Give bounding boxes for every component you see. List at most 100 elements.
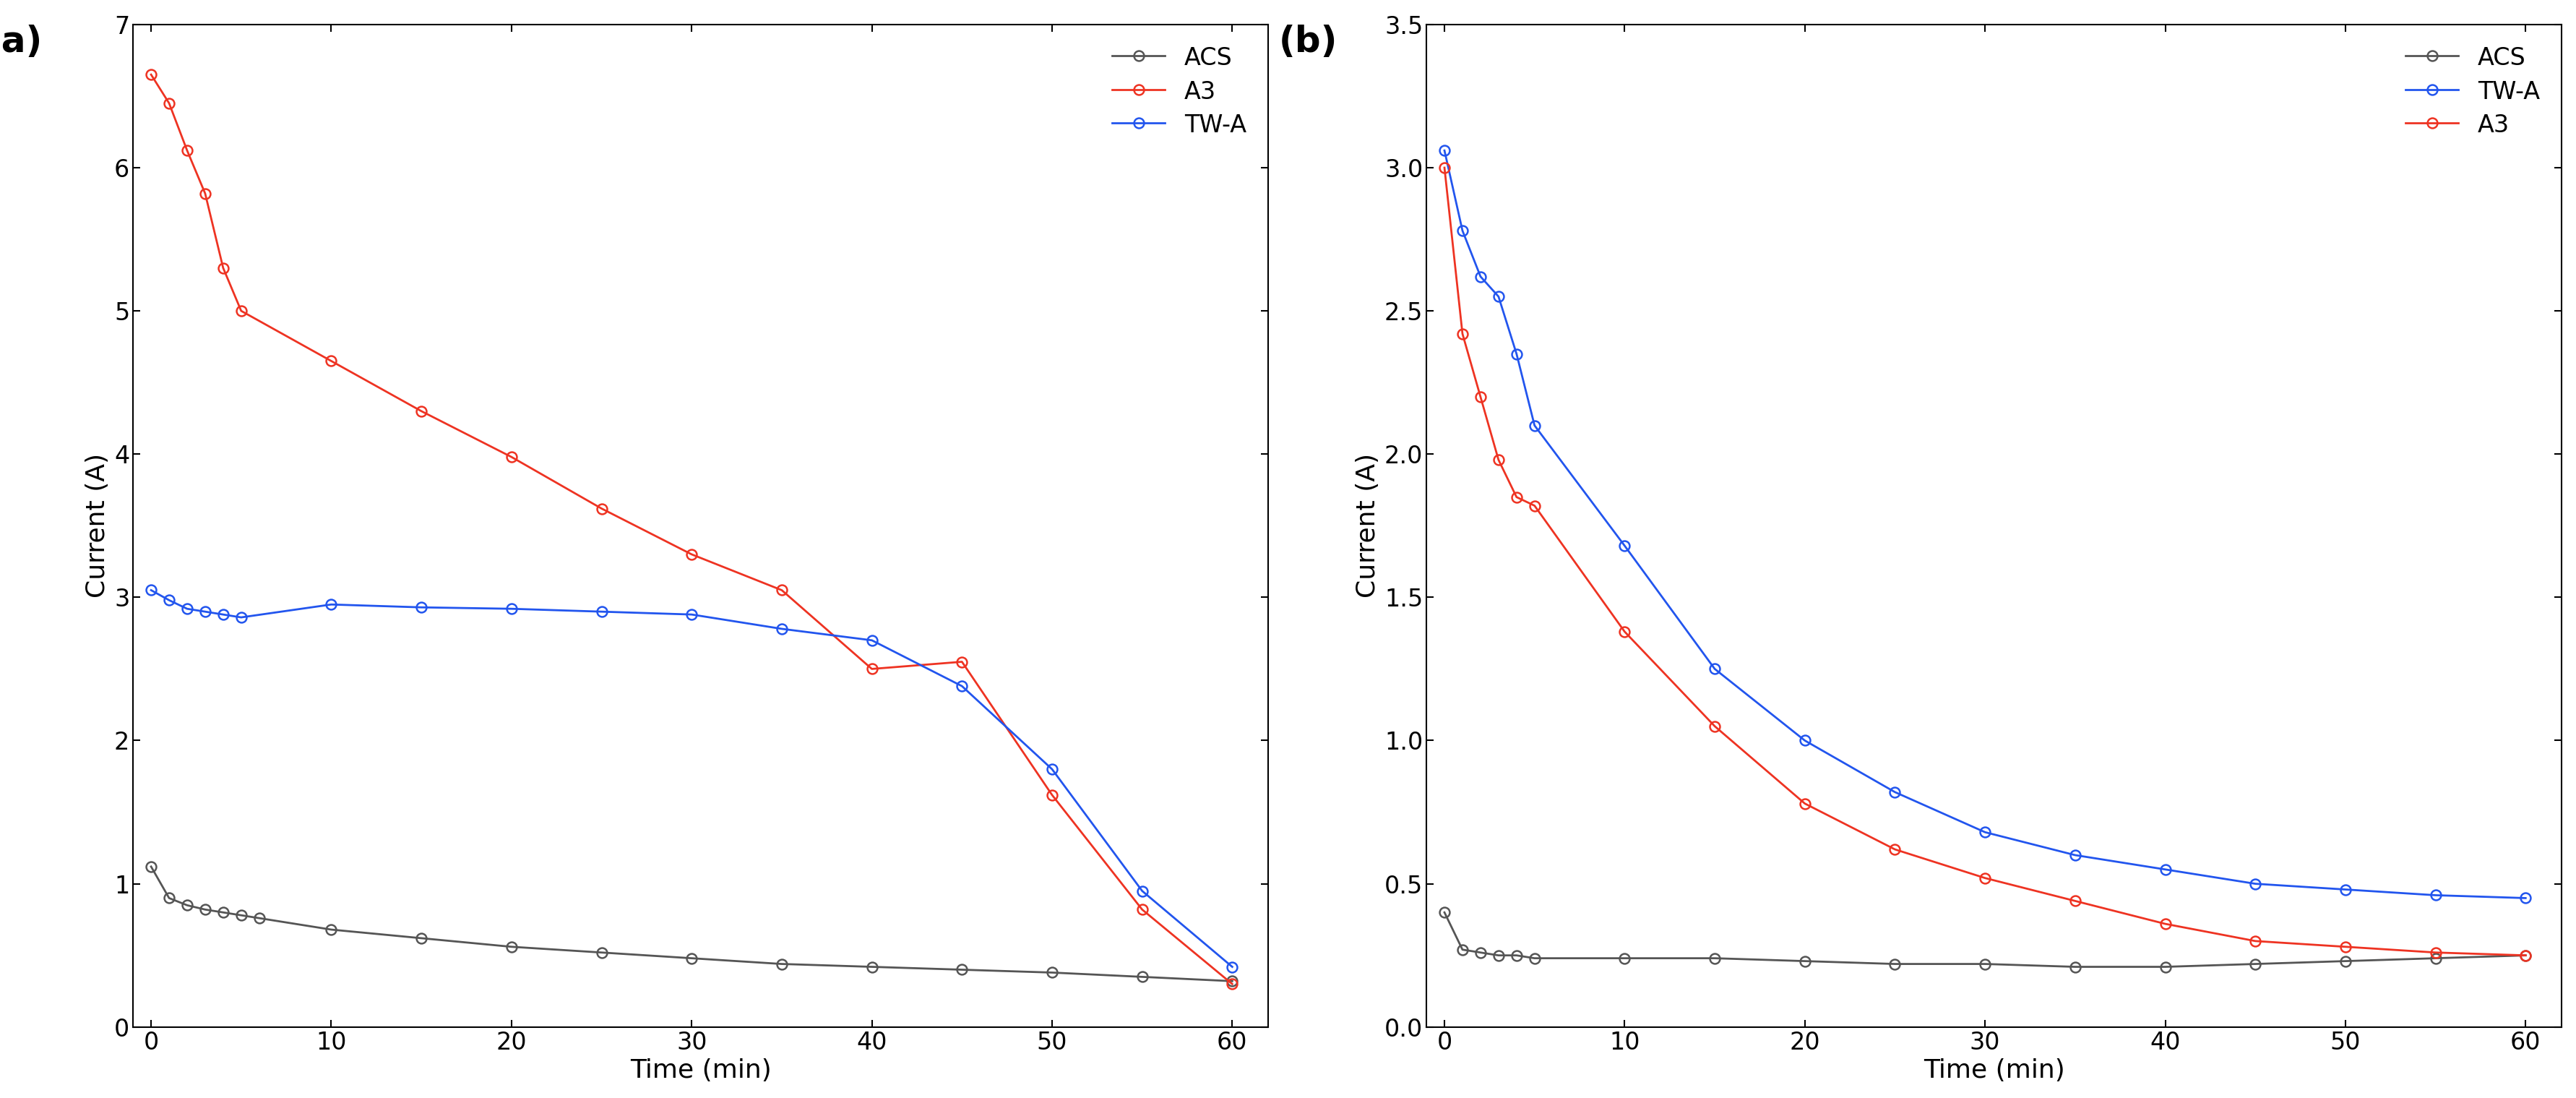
ACS: [2239, 957, 2269, 971]
A3: [191, 187, 222, 200]
A3: [1788, 797, 1819, 810]
Line: A3: A3: [147, 69, 1236, 989]
A3: [155, 97, 185, 110]
A3: [407, 404, 438, 417]
A3: [675, 548, 706, 561]
TW-A: [2419, 888, 2450, 901]
ACS: [245, 911, 276, 925]
A3: [495, 450, 526, 463]
TW-A: [2058, 849, 2089, 862]
TW-A: [765, 623, 796, 636]
TW-A: [1968, 826, 1999, 839]
ACS: [1448, 943, 1479, 956]
ACS: [2419, 952, 2450, 965]
TW-A: [495, 602, 526, 615]
TW-A: [1788, 733, 1819, 747]
Text: (b): (b): [1278, 24, 1337, 59]
A3: [2419, 945, 2450, 959]
TW-A: [1036, 763, 1066, 776]
TW-A: [1878, 785, 1909, 798]
A3: [137, 68, 167, 81]
ACS: [765, 957, 796, 971]
TW-A: [585, 605, 616, 618]
ACS: [137, 860, 167, 873]
TW-A: [2239, 877, 2269, 890]
TW-A: [155, 594, 185, 607]
ACS: [945, 963, 976, 976]
ACS: [2058, 961, 2089, 974]
TW-A: [317, 598, 348, 612]
TW-A: [1484, 290, 1515, 303]
TW-A: [675, 608, 706, 621]
TW-A: [1216, 961, 1247, 974]
A3: [2148, 917, 2179, 930]
A3: [1126, 903, 1157, 916]
ACS: [585, 945, 616, 959]
X-axis label: Time (min): Time (min): [629, 1058, 770, 1083]
ACS: [1502, 949, 1533, 962]
ACS: [407, 931, 438, 944]
Line: A3: A3: [1440, 163, 2530, 961]
ACS: [855, 961, 886, 974]
Line: ACS: ACS: [1440, 907, 2530, 972]
Legend: ACS, A3, TW-A: ACS, A3, TW-A: [1103, 36, 1257, 147]
A3: [2058, 895, 2089, 908]
ACS: [1878, 957, 1909, 971]
ACS: [209, 906, 240, 919]
TW-A: [1126, 884, 1157, 897]
A3: [2509, 949, 2540, 962]
A3: [2329, 940, 2360, 953]
A3: [585, 502, 616, 515]
TW-A: [2148, 863, 2179, 876]
ACS: [1610, 952, 1641, 965]
Line: ACS: ACS: [147, 862, 1236, 986]
ACS: [1968, 957, 1999, 971]
TW-A: [173, 602, 204, 615]
A3: [173, 144, 204, 157]
A3: [1878, 843, 1909, 856]
TW-A: [191, 605, 222, 618]
ACS: [675, 952, 706, 965]
TW-A: [407, 601, 438, 614]
A3: [855, 662, 886, 675]
ACS: [155, 892, 185, 905]
ACS: [227, 909, 258, 922]
TW-A: [1610, 539, 1641, 552]
A3: [1216, 977, 1247, 990]
ACS: [1520, 952, 1551, 965]
ACS: [495, 940, 526, 953]
A3: [765, 583, 796, 596]
A3: [1484, 453, 1515, 467]
A3: [1610, 625, 1641, 638]
TW-A: [855, 634, 886, 647]
A3: [1448, 327, 1479, 340]
A3: [2239, 934, 2269, 948]
A3: [209, 261, 240, 274]
ACS: [1484, 949, 1515, 962]
A3: [1466, 390, 1497, 403]
A3: [945, 656, 976, 669]
ACS: [2329, 954, 2360, 967]
TW-A: [945, 680, 976, 693]
Legend: ACS, TW-A, A3: ACS, TW-A, A3: [2396, 36, 2548, 147]
ACS: [1036, 966, 1066, 979]
Text: (a): (a): [0, 24, 44, 59]
TW-A: [227, 610, 258, 624]
ACS: [1430, 906, 1461, 919]
TW-A: [2509, 892, 2540, 905]
A3: [1430, 161, 1461, 175]
Y-axis label: Current (A): Current (A): [85, 453, 111, 598]
TW-A: [1430, 144, 1461, 157]
Y-axis label: Current (A): Current (A): [1355, 453, 1381, 598]
TW-A: [1520, 418, 1551, 432]
ACS: [1216, 975, 1247, 988]
A3: [1968, 872, 1999, 885]
ACS: [1698, 952, 1728, 965]
X-axis label: Time (min): Time (min): [1922, 1058, 2063, 1083]
ACS: [2509, 949, 2540, 962]
ACS: [191, 903, 222, 916]
A3: [1520, 500, 1551, 513]
TW-A: [2329, 883, 2360, 896]
Line: TW-A: TW-A: [147, 585, 1236, 972]
ACS: [1788, 954, 1819, 967]
